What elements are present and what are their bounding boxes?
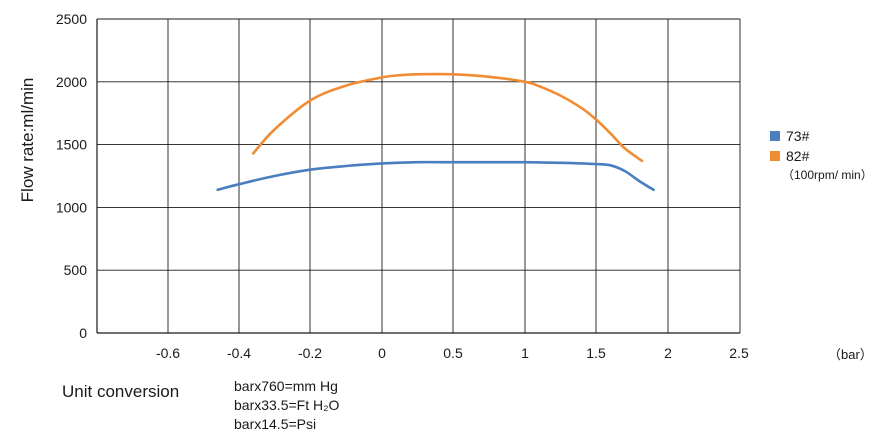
y-tick-label: 500 bbox=[64, 262, 88, 278]
legend-label-73: 73# bbox=[786, 128, 810, 144]
legend-note: （100rpm/ min） bbox=[782, 168, 873, 182]
y-tick-label: 2500 bbox=[56, 11, 87, 27]
conversion-line: barx14.5=Psi bbox=[234, 416, 317, 432]
y-tick-label: 2000 bbox=[56, 74, 87, 90]
x-tick-label: 2 bbox=[664, 345, 672, 361]
y-tick-label: 1500 bbox=[56, 137, 87, 153]
conversion-line: barx33.5=Ft H₂O bbox=[234, 397, 340, 413]
legend-swatch-73 bbox=[770, 131, 780, 141]
series-line-82 bbox=[251, 72, 644, 163]
legend-label-82: 82# bbox=[786, 148, 810, 164]
conversion-title: Unit conversion bbox=[62, 382, 180, 401]
y-tick-label: 0 bbox=[79, 325, 87, 341]
x-tick-label: -0.2 bbox=[298, 345, 322, 361]
x-tick-label: 1.5 bbox=[586, 345, 606, 361]
x-tick-label: -0.6 bbox=[156, 345, 180, 361]
chart-axes bbox=[96, 19, 740, 334]
legend-item-82: 82# bbox=[770, 148, 809, 164]
legend-item-73: 73# bbox=[770, 128, 809, 144]
y-axis-label: Flow rate:ml/min bbox=[18, 77, 37, 203]
series-line-73 bbox=[216, 160, 655, 192]
chart-tick-labels: 0 500 1000 1500 2000 2500 -0.6 -0.4 -0.2 0 0.5 1 1.5… bbox=[56, 11, 749, 361]
chart-series bbox=[216, 72, 655, 192]
y-tick-label: 1000 bbox=[56, 199, 87, 215]
x-tick-label: -0.4 bbox=[227, 345, 251, 361]
x-tick-label: 0 bbox=[378, 345, 386, 361]
x-tick-label: 0.5 bbox=[443, 345, 463, 361]
conversion-line: barx760=mm Hg bbox=[234, 378, 338, 394]
x-tick-label: 1 bbox=[521, 345, 529, 361]
chart-grid bbox=[97, 18, 741, 333]
legend-swatch-82 bbox=[770, 151, 780, 161]
conversion-list: barx760=mm Hg barx33.5=Ft H₂O barx14.5=P… bbox=[234, 377, 339, 434]
x-axis-unit-label: （bar） bbox=[828, 347, 873, 362]
x-tick-label: 2.5 bbox=[729, 345, 749, 361]
